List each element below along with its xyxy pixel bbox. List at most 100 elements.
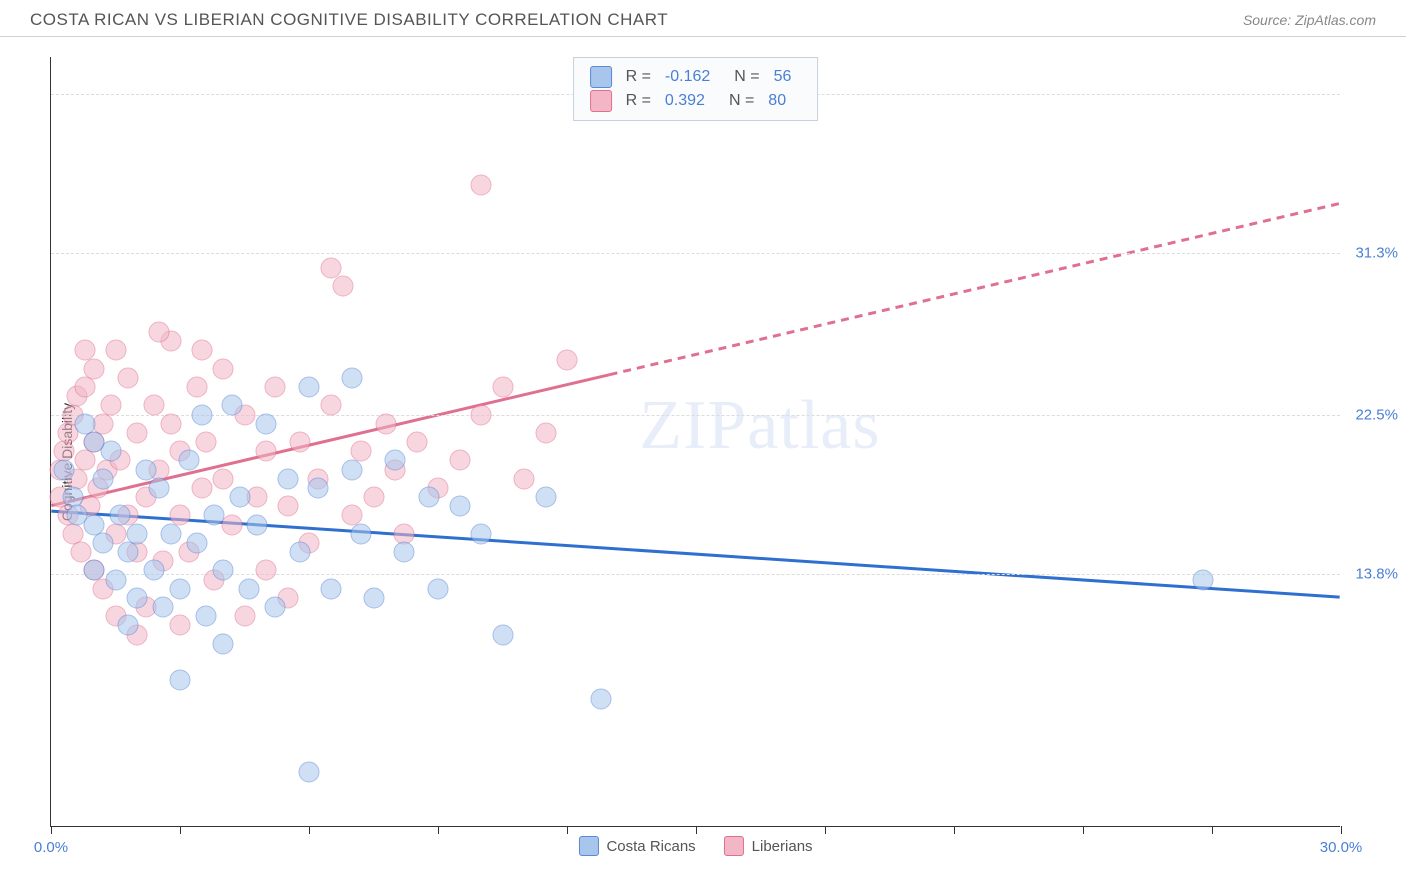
chart-source: Source: ZipAtlas.com	[1243, 12, 1376, 28]
data-point	[277, 468, 298, 489]
legend-swatch	[590, 66, 612, 88]
gridline-h	[51, 253, 1340, 254]
data-point	[320, 395, 341, 416]
data-point	[144, 560, 165, 581]
data-point	[204, 505, 225, 526]
data-point	[53, 459, 74, 480]
x-tick	[51, 826, 52, 834]
data-point	[393, 542, 414, 563]
chart-title: COSTA RICAN VS LIBERIAN COGNITIVE DISABI…	[30, 10, 668, 30]
data-point	[221, 395, 242, 416]
legend-label: Liberians	[752, 838, 813, 855]
legend-r-value: 0.392	[665, 92, 705, 110]
data-point	[118, 542, 139, 563]
data-point	[75, 340, 96, 361]
data-point	[187, 377, 208, 398]
legend-swatch	[724, 836, 744, 856]
trend-lines	[51, 57, 1340, 826]
data-point	[170, 670, 191, 691]
data-point	[471, 175, 492, 196]
data-point	[118, 367, 139, 388]
data-point	[127, 587, 148, 608]
data-point	[170, 578, 191, 599]
data-point	[492, 377, 513, 398]
x-tick	[1341, 826, 1342, 834]
watermark: ZIPatlas	[639, 386, 880, 466]
data-point	[71, 542, 92, 563]
data-point	[148, 477, 169, 498]
legend-n-label: N =	[734, 68, 759, 86]
data-point	[471, 523, 492, 544]
data-point	[135, 459, 156, 480]
data-point	[84, 432, 105, 453]
x-tick	[825, 826, 826, 834]
data-point	[264, 597, 285, 618]
data-point	[161, 523, 182, 544]
data-point	[428, 578, 449, 599]
x-tick	[1212, 826, 1213, 834]
legend-item: Costa Ricans	[578, 836, 695, 856]
data-point	[342, 367, 363, 388]
data-point	[195, 432, 216, 453]
x-tick	[567, 826, 568, 834]
data-point	[191, 477, 212, 498]
data-point	[299, 377, 320, 398]
legend-r-value: -0.162	[665, 68, 710, 86]
data-point	[385, 450, 406, 471]
x-tick	[954, 826, 955, 834]
data-point	[290, 432, 311, 453]
data-point	[178, 450, 199, 471]
data-point	[109, 505, 130, 526]
x-tick	[696, 826, 697, 834]
data-point	[277, 496, 298, 517]
data-point	[101, 395, 122, 416]
plot-region: ZIPatlas R = -0.162 N = 56R = 0.392 N = 80…	[50, 57, 1340, 827]
gridline-h	[51, 574, 1340, 575]
data-point	[290, 542, 311, 563]
legend-item: Liberians	[724, 836, 813, 856]
legend-label: Costa Ricans	[606, 838, 695, 855]
data-point	[234, 606, 255, 627]
data-point	[333, 276, 354, 297]
data-point	[195, 606, 216, 627]
legend-r-label: R =	[626, 68, 651, 86]
x-tick	[180, 826, 181, 834]
x-tick-label: 30.0%	[1320, 839, 1363, 856]
data-point	[84, 358, 105, 379]
data-point	[449, 450, 470, 471]
data-point	[105, 569, 126, 590]
data-point	[535, 487, 556, 508]
data-point	[213, 633, 234, 654]
data-point	[449, 496, 470, 517]
data-point	[350, 523, 371, 544]
y-tick-label: 31.3%	[1355, 245, 1398, 262]
data-point	[256, 413, 277, 434]
data-point	[75, 377, 96, 398]
legend-n-value: 80	[768, 92, 786, 110]
data-point	[187, 532, 208, 553]
x-tick	[438, 826, 439, 834]
y-tick-label: 22.5%	[1355, 406, 1398, 423]
data-point	[118, 615, 139, 636]
data-point	[84, 560, 105, 581]
data-point	[127, 422, 148, 443]
data-point	[247, 514, 268, 535]
data-point	[363, 487, 384, 508]
data-point	[75, 450, 96, 471]
data-point	[152, 597, 173, 618]
data-point	[471, 404, 492, 425]
x-tick	[309, 826, 310, 834]
data-point	[406, 432, 427, 453]
legend-n-value: 56	[774, 68, 792, 86]
legend-swatch	[578, 836, 598, 856]
data-point	[144, 395, 165, 416]
data-point	[148, 322, 169, 343]
legend-stat-row: R = -0.162 N = 56	[590, 66, 802, 88]
data-point	[213, 468, 234, 489]
data-point	[213, 560, 234, 581]
data-point	[363, 587, 384, 608]
data-point	[264, 377, 285, 398]
data-point	[514, 468, 535, 489]
data-point	[307, 477, 328, 498]
data-point	[238, 578, 259, 599]
